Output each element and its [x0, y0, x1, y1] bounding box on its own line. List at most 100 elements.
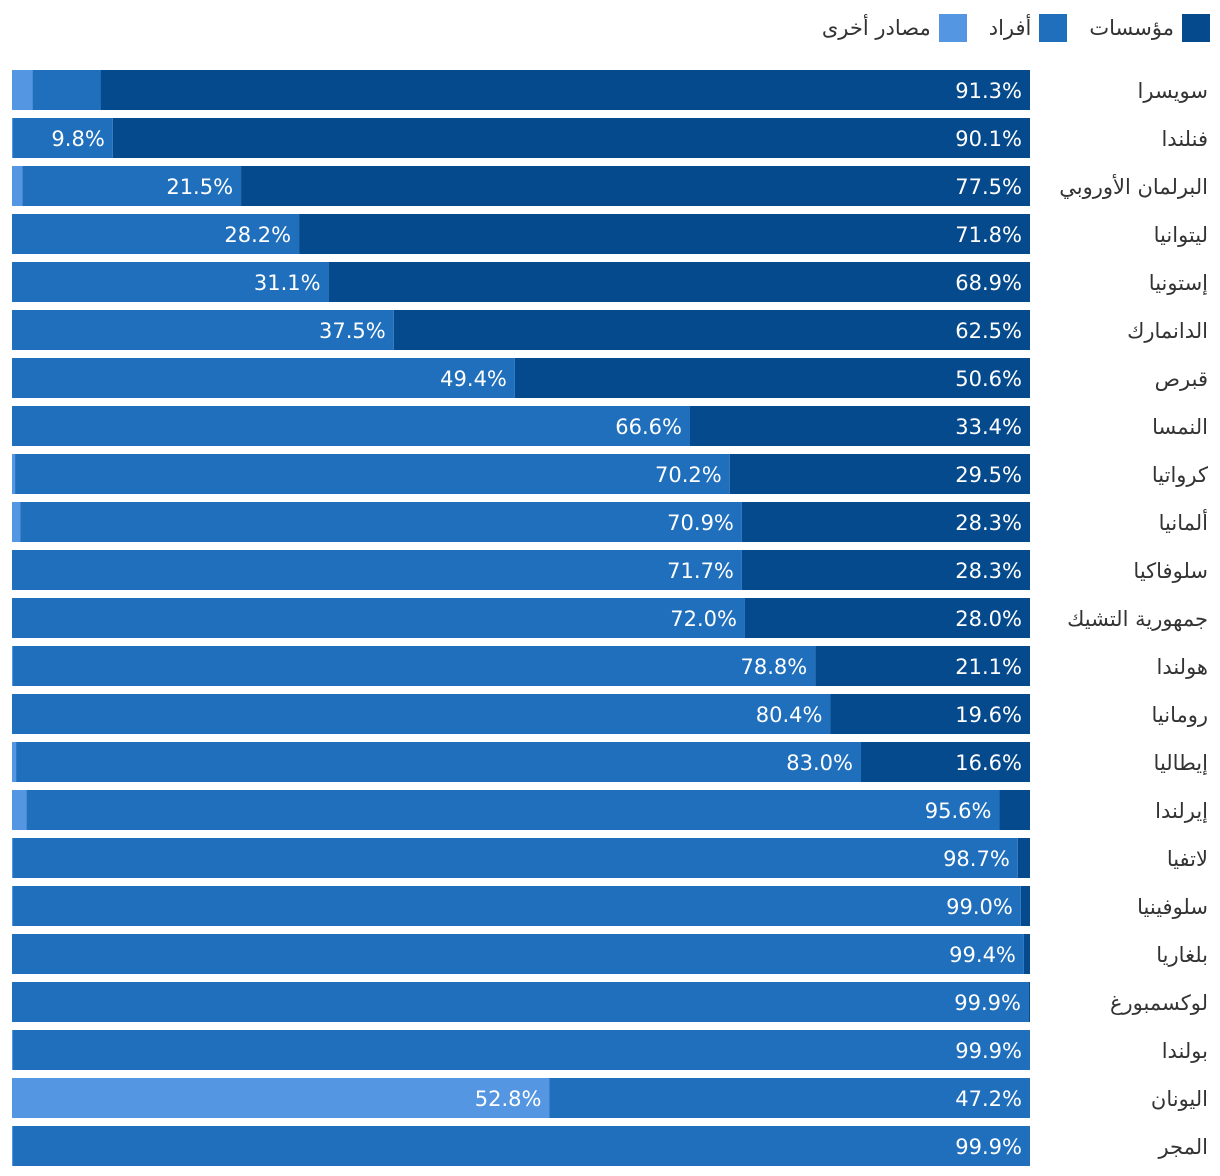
category-label: سويسرا: [1138, 79, 1208, 103]
data-label: 77.5%: [955, 175, 1022, 199]
legend-item-other-sources: مصادر أخرى: [822, 14, 967, 42]
category-label: إستونيا: [1149, 271, 1208, 296]
bar-row: 50.6% 49.4% قبرص: [12, 358, 1208, 398]
data-label: 71.8%: [955, 223, 1022, 247]
bar-segment: [514, 358, 1030, 398]
data-label: 37.5%: [319, 319, 386, 343]
bar-segment: [12, 166, 23, 206]
bar-row: 71.8% 28.2% ليتوانيا: [12, 214, 1208, 254]
data-label: 70.9%: [667, 511, 734, 535]
data-label: 52.8%: [475, 1087, 542, 1111]
bar-segment: [815, 646, 1030, 686]
bar-segment: [12, 406, 690, 446]
category-label: الدانمارك: [1127, 319, 1208, 343]
bar-segment: [1023, 934, 1030, 974]
bar-segment: [12, 214, 300, 254]
data-label: 28.3%: [955, 559, 1022, 583]
bar-row: 29.5% 70.2% كرواتيا: [12, 454, 1208, 494]
bar-segment: [12, 502, 21, 542]
data-label: 68.9%: [955, 271, 1022, 295]
data-label: 91.3%: [955, 79, 1022, 103]
bar-segment: [12, 1078, 550, 1118]
bar-segment: [13, 1030, 1030, 1070]
data-label: 99.9%: [955, 1039, 1022, 1063]
data-label: 28.3%: [955, 511, 1022, 535]
data-label: 70.2%: [655, 463, 722, 487]
data-label: 95.6%: [925, 799, 992, 823]
legend-label-institutions: مؤسسات: [1089, 16, 1174, 40]
bar-segment: [689, 406, 1030, 446]
category-label: رومانيا: [1151, 703, 1208, 727]
bar-segment: [100, 70, 1031, 110]
data-label: 9.8%: [51, 127, 104, 151]
bar-segment: [12, 886, 14, 926]
bar-segment: [12, 982, 1029, 1022]
data-label: 33.4%: [955, 415, 1022, 439]
bar-segment: [861, 742, 1030, 782]
category-label: جمهورية التشيك: [1067, 607, 1208, 631]
bar-segment: [549, 1078, 1030, 1118]
legend-swatch-individuals: [1039, 14, 1068, 42]
bar-row: 21.1% 78.8% هولندا: [12, 646, 1208, 686]
data-label: 99.4%: [949, 943, 1016, 967]
bar-row: 90.1% 9.8% فنلندا: [12, 118, 1208, 158]
data-label: 98.7%: [943, 847, 1010, 871]
legend-swatch-other-sources: [938, 14, 967, 42]
bar-segment: [328, 262, 1030, 302]
bar-row: 91.3% سويسرا: [12, 70, 1208, 110]
bar-segment: [830, 694, 1030, 734]
data-label: 90.1%: [955, 127, 1022, 151]
data-label: 50.6%: [955, 367, 1022, 391]
data-label: 62.5%: [955, 319, 1022, 343]
bar-row: 16.6% 83.0% إيطاليا: [12, 742, 1208, 782]
bar-segment: [26, 790, 1000, 830]
legend-item-institutions: مؤسسات: [1089, 14, 1210, 42]
legend-item-individuals: أفراد: [989, 14, 1068, 42]
bar-row: 99.9% لوكسمبورغ: [12, 982, 1208, 1022]
category-label: النمسا: [1152, 415, 1208, 439]
data-label: 78.8%: [740, 655, 807, 679]
data-label: 72.0%: [670, 607, 737, 631]
bar-segment: [13, 886, 1021, 926]
data-label: 31.1%: [254, 271, 321, 295]
bar-segment: [12, 790, 27, 830]
bar-segment: [12, 70, 33, 110]
bar-row: 77.5% 21.5% البرلمان الأوروبي: [12, 166, 1208, 206]
category-label: ليتوانيا: [1154, 223, 1208, 247]
legend-label-individuals: أفراد: [988, 16, 1032, 40]
category-label: فنلندا: [1161, 127, 1208, 151]
bar-segment: [20, 502, 742, 542]
bar-segment: [12, 310, 394, 350]
data-label: 99.9%: [955, 1135, 1022, 1159]
data-label: 16.6%: [955, 751, 1022, 775]
bar-row: 99.9% المجر: [12, 1126, 1208, 1166]
data-label: 19.6%: [955, 703, 1022, 727]
data-label: 99.0%: [946, 895, 1013, 919]
bar-segment: [1017, 838, 1030, 878]
bar-segment: [16, 742, 862, 782]
bar-segment: [15, 454, 730, 494]
bar-segment: [729, 454, 1030, 494]
category-label: قبرص: [1155, 367, 1208, 391]
data-label: 99.9%: [954, 991, 1021, 1015]
bar-row: 62.5% 37.5% الدانمارك: [12, 310, 1208, 350]
bar-segment: [12, 598, 745, 638]
category-label: هولندا: [1156, 655, 1208, 679]
bar-segment: [741, 550, 1030, 590]
bar-row: 19.6% 80.4% رومانيا: [12, 694, 1208, 734]
bar-segment: [1028, 982, 1030, 1022]
category-label: سلوفاكيا: [1133, 559, 1208, 583]
bar-segment: [13, 1126, 1030, 1166]
bar-segment: [744, 598, 1030, 638]
data-label: 83.0%: [786, 751, 853, 775]
bar-segment: [12, 454, 16, 494]
bar-row: 28.3% 71.7% سلوفاكيا: [12, 550, 1208, 590]
category-label: ألمانيا: [1159, 509, 1208, 535]
bar-segment: [22, 166, 242, 206]
bar-segment: [12, 694, 831, 734]
legend-label-other-sources: مصادر أخرى: [821, 16, 931, 40]
bar-segment: [299, 214, 1030, 254]
category-label: اليونان: [1151, 1087, 1208, 1111]
